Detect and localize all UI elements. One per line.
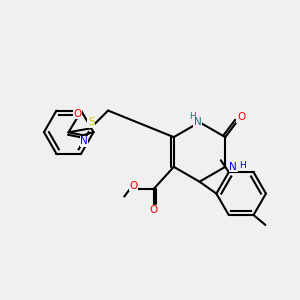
Text: N: N (194, 117, 201, 127)
Text: H: H (239, 161, 245, 170)
Text: O: O (237, 112, 245, 122)
Text: H: H (189, 112, 196, 121)
Text: S: S (88, 117, 94, 128)
Text: N: N (80, 136, 88, 146)
Text: O: O (74, 109, 82, 118)
Text: O: O (150, 206, 158, 215)
Text: O: O (129, 181, 137, 191)
Text: N: N (229, 162, 237, 172)
